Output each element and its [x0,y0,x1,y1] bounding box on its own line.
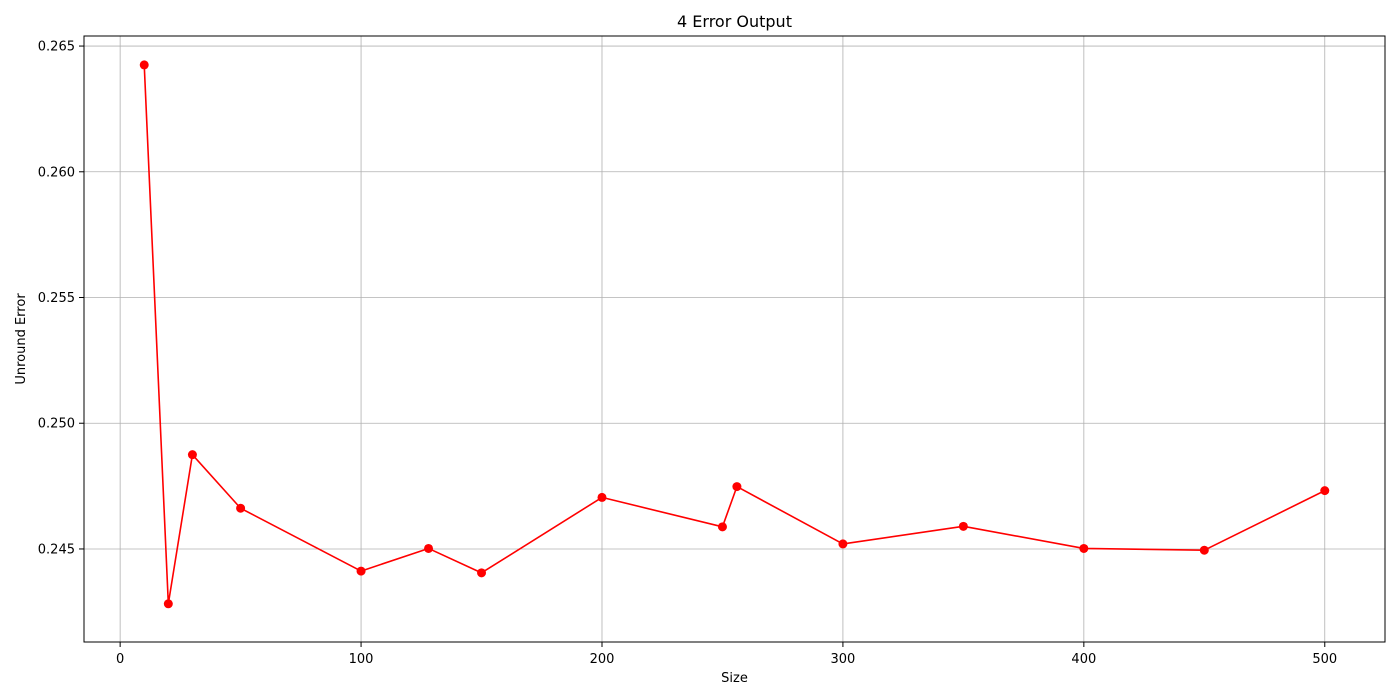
y-tick-label: 0.250 [38,417,75,432]
data-point [717,522,727,532]
data-point [838,539,848,549]
data-point [424,543,434,553]
data-point [958,521,968,531]
x-tick-label: 200 [590,652,615,667]
data-point [597,492,607,502]
ticks: 0 100 200 300 400 500 0.245 0.250 0.255 0.260 0.26… [38,40,1337,667]
x-tick-label: 400 [1071,652,1096,667]
x-tick-label: 300 [831,652,856,667]
data-point [236,503,246,513]
data-point [187,450,197,460]
y-tick-label: 0.260 [38,165,75,180]
series-layer [139,60,1330,609]
data-point [1199,545,1209,555]
grid [84,36,1385,642]
x-axis-label: Size [721,671,748,686]
data-point [1320,486,1330,496]
data-point [163,599,173,609]
data-point [732,482,742,492]
x-tick-label: 100 [349,652,374,667]
data-point [356,566,366,576]
x-tick-label: 500 [1312,652,1337,667]
data-point [139,60,149,70]
y-tick-label: 0.265 [38,40,75,55]
y-axis-label: Unround Error [14,293,29,385]
chart-title: 4 Error Output [677,12,792,31]
plot-frame [83,35,1386,643]
y-tick-label: 0.255 [38,291,75,306]
x-tick-label: 0 [116,652,124,667]
data-point [477,568,487,578]
data-point [1079,543,1089,553]
y-tick-label: 0.245 [38,542,75,557]
